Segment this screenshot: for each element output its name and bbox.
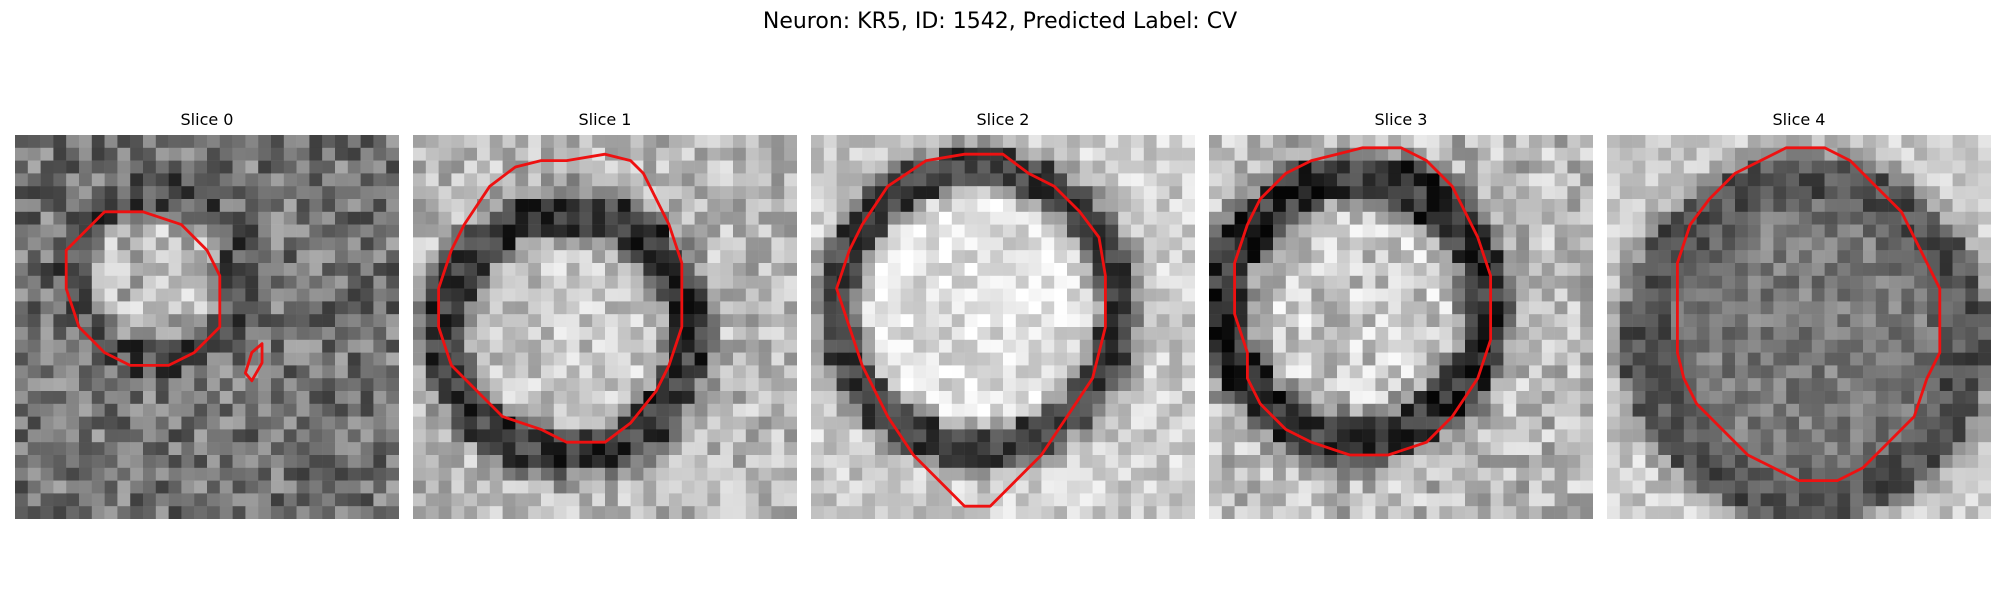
slice-title: Slice 4 xyxy=(1772,110,1826,129)
cell-contour xyxy=(437,152,684,444)
slice-title: Slice 0 xyxy=(180,110,234,129)
cell-contour xyxy=(1675,146,1942,483)
slice-title: Slice 3 xyxy=(1374,110,1428,129)
cell-contour xyxy=(243,342,264,383)
slice-panel-2: Slice 2 xyxy=(811,110,1195,520)
cell-contour xyxy=(64,210,222,367)
slice-panel-3: Slice 3 xyxy=(1209,110,1593,520)
slice-panel-4: Slice 4 xyxy=(1607,110,1991,520)
cell-contour xyxy=(835,152,1107,508)
slice-panel-0: Slice 0 xyxy=(15,110,399,520)
slice-title: Slice 1 xyxy=(578,110,632,129)
slice-panel-1: Slice 1 xyxy=(413,110,797,520)
slice-title: Slice 2 xyxy=(976,110,1030,129)
slice-image xyxy=(15,135,399,519)
slice-image xyxy=(1209,135,1593,519)
slice-image xyxy=(413,135,797,519)
cell-contour xyxy=(1233,146,1493,457)
slice-image xyxy=(811,135,1195,519)
figure-title: Neuron: KR5, ID: 1542, Predicted Label: … xyxy=(762,9,1238,34)
slice-image xyxy=(1607,135,1991,519)
